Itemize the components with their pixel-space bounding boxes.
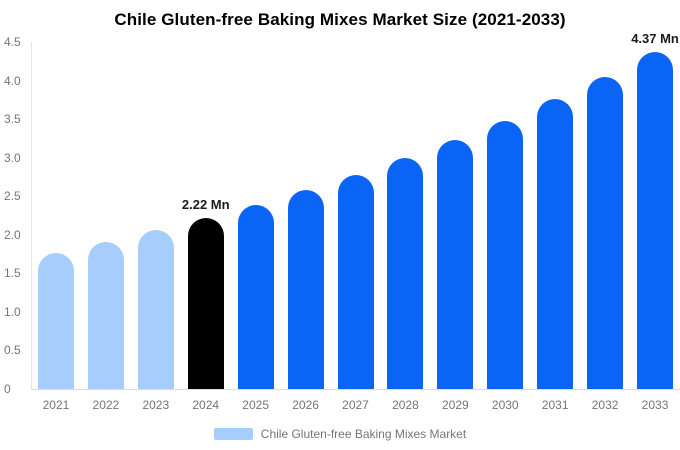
y-tick-label: 1.5 [4,266,21,281]
y-tick-label: 4.5 [4,35,21,49]
bar-2030[interactable] [487,120,524,389]
y-tick-label: 3.5 [4,112,21,127]
legend-label: Chile Gluten-free Baking Mixes Market [260,427,467,441]
y-tick-label: 0 [4,382,11,396]
legend-swatch-icon [213,428,253,440]
bar-2027[interactable] [337,174,374,389]
x-tick-label-2026: 2026 [292,398,319,412]
x-tick-label-2031: 2031 [541,398,569,412]
y-tick-label: 0.5 [4,343,21,358]
x-tick-label-2027: 2027 [342,398,369,412]
bar-2022[interactable] [87,241,124,389]
bar-2028[interactable] [387,157,424,389]
x-tick-label-2030: 2030 [491,398,519,412]
bar-2025[interactable] [237,204,274,389]
bar-2032[interactable] [587,76,624,389]
legend[interactable]: Chile Gluten-free Baking Mixes Market [0,427,680,441]
bar-2031[interactable] [537,99,574,389]
x-tick-label-2022: 2022 [92,398,120,412]
bar-value-label-2033: 4.37 Mn [631,31,679,47]
x-tick-label-2021: 2021 [42,398,70,412]
y-axis-line [31,42,32,390]
y-tick-label: 3.0 [4,150,21,165]
y-tick-label: 2.0 [4,227,21,242]
y-tick-label: 1.0 [4,304,21,319]
chart-title: Chile Gluten-free Baking Mixes Market Si… [114,10,566,29]
y-tick-label: 2.5 [4,189,21,204]
x-tick-label-2023: 2023 [142,398,170,412]
x-tick-label-2024: 2024 [192,398,220,412]
y-tick-label: 4.0 [4,73,21,88]
bar-2024[interactable] [187,217,224,389]
bar-2023[interactable] [137,230,174,389]
x-axis-line [31,389,680,390]
plot-area [31,42,680,390]
x-tick-label-2032: 2032 [591,398,619,412]
bar-2033[interactable] [637,52,674,389]
bar-value-label-2024: 2.22 Mn [181,196,230,212]
bar-2026[interactable] [287,190,324,389]
x-tick-label-2025: 2025 [242,398,269,412]
x-tick-label-2028: 2028 [392,398,419,412]
bar-2021[interactable] [37,252,74,389]
x-tick-label-2029: 2029 [441,398,469,412]
x-tick-label-2033: 2033 [641,398,669,412]
bar-2029[interactable] [437,139,474,389]
